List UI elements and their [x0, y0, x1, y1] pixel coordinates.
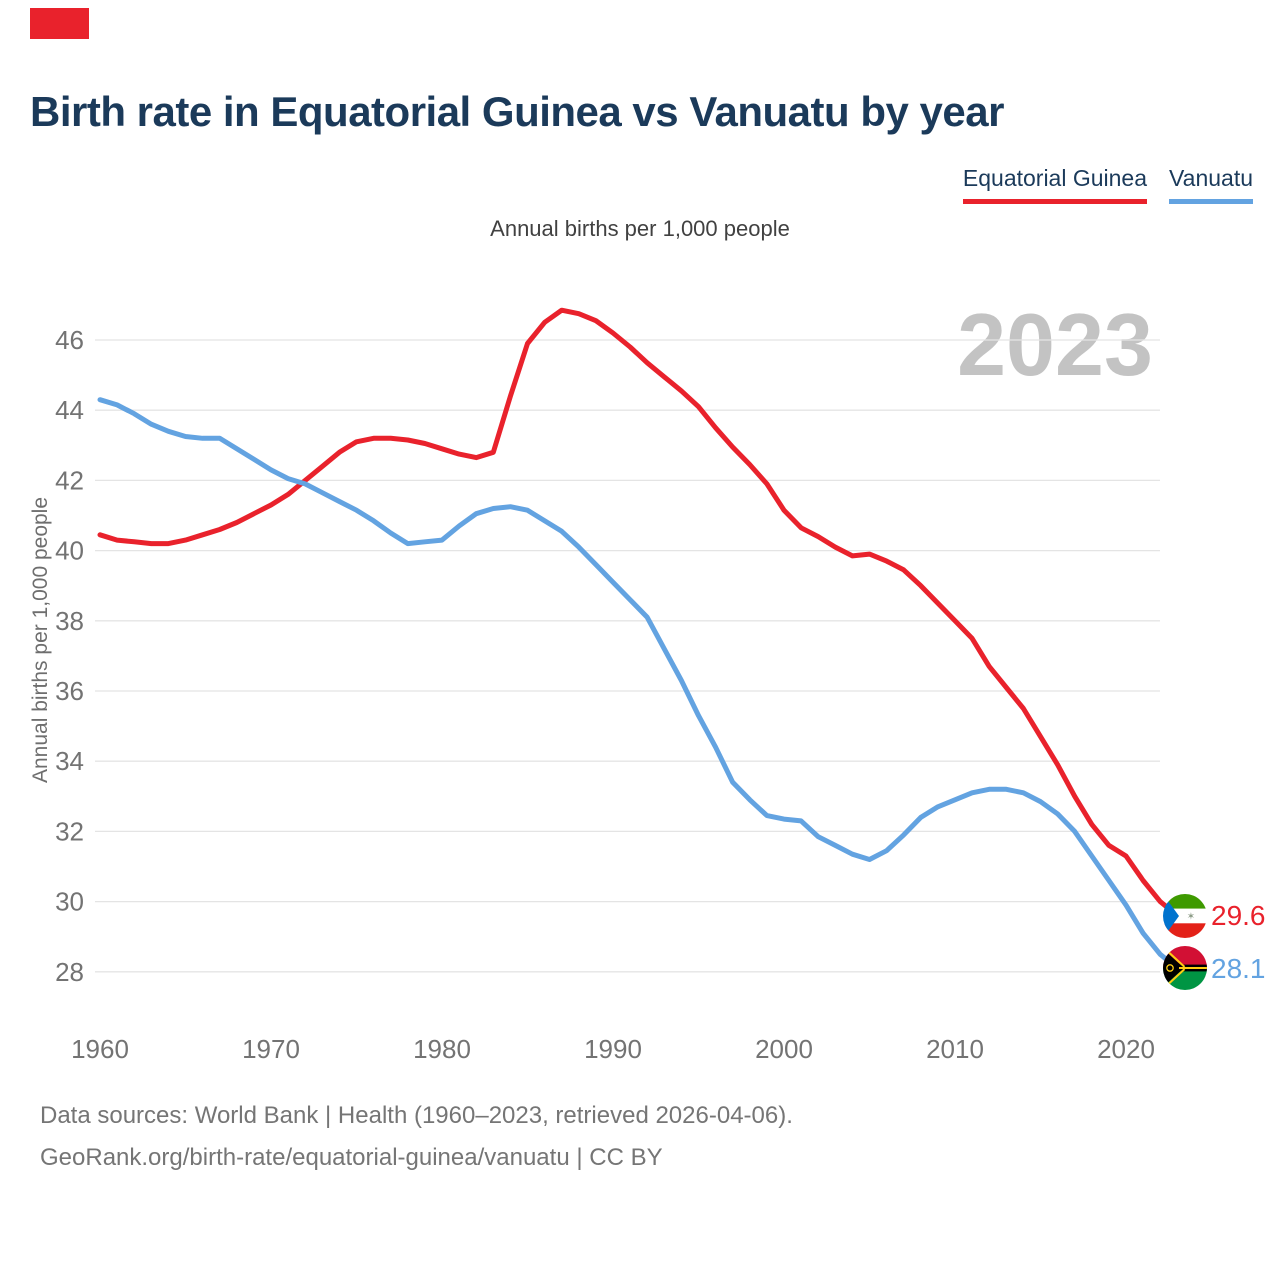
chart-subtitle: Annual births per 1,000 people: [490, 216, 790, 241]
x-tick-label: 2010: [926, 1034, 984, 1064]
legend: Equatorial Guinea Vanuatu: [962, 165, 1253, 204]
y-tick-label: 38: [55, 606, 84, 636]
page-title: Birth rate in Equatorial Guinea vs Vanua…: [30, 88, 1004, 135]
equatorial-guinea-flag-icon: ✶: [1163, 894, 1207, 938]
x-tick-label: 1980: [413, 1034, 471, 1064]
x-tick-label: 1960: [71, 1034, 129, 1064]
legend-item-vanuatu[interactable]: Vanuatu: [1169, 165, 1253, 204]
x-tick-label: 1990: [584, 1034, 642, 1064]
y-tick-label: 32: [55, 816, 84, 846]
y-tick-label: 42: [55, 465, 84, 495]
y-tick-label: 30: [55, 887, 84, 917]
series-line-equatorial-guinea: [97, 307, 1180, 919]
svg-text:✶: ✶: [1187, 912, 1195, 923]
x-tick-label: 2000: [755, 1034, 813, 1064]
y-tick-label: 36: [55, 676, 84, 706]
x-tick-label: 1970: [242, 1034, 300, 1064]
legend-item-equatorial-guinea[interactable]: Equatorial Guinea: [962, 165, 1148, 204]
footer-attribution: GeoRank.org/birth-rate/equatorial-guinea…: [40, 1144, 663, 1171]
vanuatu-flag-icon: [1163, 946, 1207, 990]
brand-mark: [30, 8, 89, 39]
x-tick-label: 2020: [1097, 1034, 1155, 1064]
end-value-equatorial-guinea: 29.6: [1211, 900, 1266, 931]
y-tick-label: 34: [55, 746, 84, 776]
y-tick-label: 46: [55, 325, 84, 355]
y-tick-label: 40: [55, 536, 84, 566]
footer-data-sources: Data sources: World Bank | Health (1960–…: [40, 1102, 793, 1129]
legend-label-equatorial-guinea: Equatorial Guinea: [962, 165, 1148, 191]
end-value-vanuatu: 28.1: [1211, 953, 1266, 984]
watermark-year: 2023: [957, 295, 1153, 394]
y-tick-label: 44: [55, 395, 84, 425]
y-tick-label: 28: [55, 957, 84, 987]
legend-label-vanuatu: Vanuatu: [1169, 165, 1253, 191]
chart-svg: 28 30 32 34 36 38 40 42 44 46 1960 1970 1980 1990 2000…: [55, 307, 1180, 1064]
series-line-vanuatu: [97, 397, 1180, 971]
